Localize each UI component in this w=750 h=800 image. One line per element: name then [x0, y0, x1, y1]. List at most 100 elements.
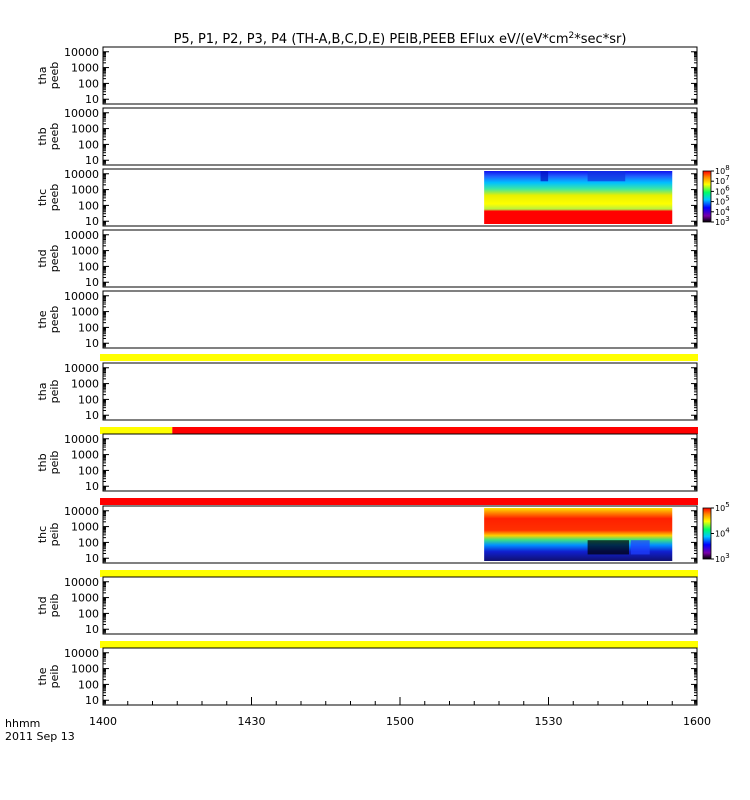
- y-tick-label: 10000: [64, 433, 99, 446]
- panel-frame: [102, 290, 698, 349]
- panel-product-label: peeb: [48, 306, 61, 334]
- status-bar-red: [172, 427, 699, 434]
- y-tick-label: 10: [85, 337, 99, 350]
- time-label: hhmm: [5, 717, 40, 730]
- y-tick-label: 100: [78, 321, 99, 334]
- y-tick-label: 100: [78, 77, 99, 90]
- y-tick-label: 1000: [71, 449, 99, 462]
- y-tick-label: 10000: [64, 290, 99, 303]
- panel-product-label: peeb: [48, 123, 61, 151]
- panel-probe-label: tha: [36, 66, 49, 84]
- panel-probe-label: thd: [36, 596, 49, 614]
- y-tick-label: 10000: [64, 647, 99, 660]
- colorbar: [702, 170, 712, 223]
- panel-product-label: peib: [48, 451, 61, 475]
- panel-probe-label: tha: [36, 382, 49, 400]
- panel-product-label: peeb: [48, 62, 61, 90]
- panel-thd-peib: 10 100 1000 10000 thd peib: [36, 576, 698, 648]
- spectrogram-feature-0: [540, 171, 549, 182]
- panel-probe-label: thb: [36, 453, 49, 471]
- status-bar-red: [100, 498, 698, 505]
- y-tick-label: 10: [85, 93, 99, 106]
- y-tick-label: 10: [85, 409, 99, 422]
- title-superscript: 2: [569, 31, 575, 41]
- colorbar-label: 104: [715, 527, 730, 539]
- x-tick-label: 1500: [386, 715, 414, 728]
- y-tick-label: 100: [78, 260, 99, 273]
- y-tick-label: 10000: [64, 46, 99, 59]
- spectrogram-feature-0: [587, 540, 629, 555]
- panel-product-label: peeb: [48, 184, 61, 212]
- y-tick-label: 1000: [71, 592, 99, 605]
- time-axis: 1400 1430 1500 1530 1600: [89, 697, 711, 728]
- colorbar-label: 103: [715, 215, 730, 227]
- y-tick-label: 10: [85, 154, 99, 167]
- y-tick-label: 10000: [64, 505, 99, 518]
- panel-probe-label: thc: [36, 189, 49, 206]
- panel-frame: [102, 229, 698, 288]
- panel-product-label: peib: [48, 665, 61, 689]
- panel-frame: [102, 576, 698, 635]
- x-tick-label: 1530: [535, 715, 563, 728]
- panel-the-peeb: 10 100 1000 10000 the peeb: [36, 290, 698, 361]
- y-tick-label: 10000: [64, 362, 99, 375]
- status-bar-yellow: [100, 427, 173, 434]
- panel-thd-peeb: 10 100 1000 10000 thd peeb: [36, 229, 698, 289]
- y-tick-label: 1000: [71, 123, 99, 136]
- panel-tha-peeb: 10 100 1000 10000 tha peeb: [36, 46, 698, 106]
- panel-probe-label: thc: [36, 526, 49, 543]
- y-tick-label: 100: [78, 464, 99, 477]
- spectrogram-feature-1: [630, 540, 650, 555]
- y-tick-label: 10: [85, 480, 99, 493]
- y-tick-label: 1000: [71, 378, 99, 391]
- y-tick-label: 1000: [71, 521, 99, 534]
- x-tick-label: 1600: [683, 715, 711, 728]
- y-tick-label: 100: [78, 199, 99, 212]
- colorbar-label: 106: [715, 184, 730, 196]
- panel-thc-peib: 10 100 1000 10000 thc peib 105 104 103: [36, 501, 730, 577]
- colorbar-label: 108: [715, 164, 730, 176]
- x-tick-label: 1400: [89, 715, 117, 728]
- title-text: P5, P1, P2, P3, P4 (TH-A,B,C,D,E) PEIB,P…: [174, 32, 569, 47]
- colorbar-label: 104: [715, 205, 730, 217]
- panel-frame: [102, 107, 698, 166]
- y-tick-label: 10000: [64, 168, 99, 181]
- status-bar-yellow: [100, 570, 698, 577]
- panel-the-peib: 10 100 1000 10000 the peib: [36, 647, 698, 707]
- status-bar-yellow: [100, 641, 698, 648]
- svg-text:P5, P1, P2, P3, P4 (TH-A,B,C,D: P5, P1, P2, P3, P4 (TH-A,B,C,D,E) PEIB,P…: [174, 31, 627, 47]
- panel-product-label: peib: [48, 380, 61, 404]
- panel-tha-peib: 10 100 1000 10000 tha peib: [36, 362, 699, 434]
- y-tick-label: 10: [85, 215, 99, 228]
- panel-thb-peib: 10 100 1000 10000 thb peib: [36, 433, 698, 505]
- y-tick-label: 1000: [71, 62, 99, 75]
- status-bar-yellow: [100, 354, 698, 361]
- panel-product-label: peeb: [48, 245, 61, 273]
- panel-probe-label: the: [36, 310, 49, 328]
- y-tick-label: 10: [85, 623, 99, 636]
- figure-title: P5, P1, P2, P3, P4 (TH-A,B,C,D,E) PEIB,P…: [174, 31, 627, 47]
- panel-probe-label: thb: [36, 127, 49, 145]
- panel-thb-peeb: 10 100 1000 10000 thb peeb: [36, 107, 698, 167]
- panel-frame: [102, 46, 698, 105]
- panel-frame: [102, 647, 698, 706]
- x-tick-label: 1430: [238, 715, 266, 728]
- title-text-end: *sec*sr): [574, 32, 626, 47]
- y-tick-label: 10: [85, 694, 99, 707]
- y-tick-label: 100: [78, 393, 99, 406]
- y-tick-label: 10000: [64, 107, 99, 120]
- spectrogram-cells: [484, 171, 673, 224]
- y-tick-label: 10: [85, 276, 99, 289]
- y-tick-label: 100: [78, 138, 99, 151]
- panel-frame: [102, 433, 698, 492]
- y-tick-label: 1000: [71, 306, 99, 319]
- y-tick-label: 10000: [64, 229, 99, 242]
- date-label: 2011 Sep 13: [5, 730, 75, 743]
- y-tick-label: 1000: [71, 184, 99, 197]
- y-tick-label: 100: [78, 607, 99, 620]
- y-tick-label: 10: [85, 552, 99, 565]
- y-tick-label: 100: [78, 678, 99, 691]
- panel-product-label: peib: [48, 594, 61, 618]
